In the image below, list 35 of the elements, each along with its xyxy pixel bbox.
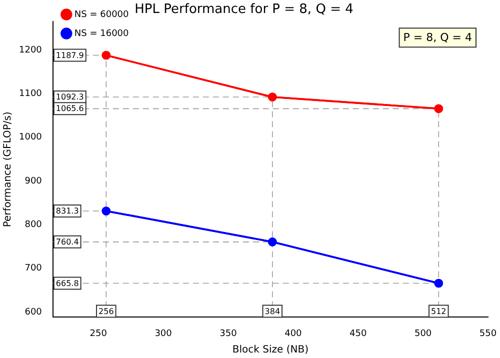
ref-line-label: 665.8 — [56, 278, 79, 288]
x-tick-label: 550 — [479, 328, 497, 339]
y-tick-label: 1200 — [19, 45, 42, 56]
legend-label: NS = 60000 — [74, 10, 130, 20]
x-tick-label: 250 — [90, 328, 108, 339]
ref-line-label: 512 — [431, 306, 446, 316]
ref-line-label: 1187.9 — [56, 50, 84, 60]
x-axis-title: Block Size (NB) — [232, 344, 309, 356]
y-tick-label: 900 — [24, 176, 42, 186]
y-axis-title: Performance (GFLOP/s) — [2, 112, 14, 228]
ref-line-label: 384 — [264, 306, 280, 316]
x-tick-label: 450 — [350, 328, 367, 339]
point — [102, 206, 111, 216]
point — [102, 50, 111, 60]
y-tick-label: 1100 — [19, 88, 42, 99]
chart-title: HPL Performance for P = 8, Q = 4 — [134, 2, 354, 18]
point — [434, 104, 444, 114]
annotation: P = 8, Q = 4 — [403, 30, 472, 44]
ref-line-label: 831.3 — [56, 206, 79, 216]
ref-line-label: 256 — [98, 306, 114, 316]
y-tick-label: 800 — [24, 220, 42, 230]
ref-line-label: 1065.6 — [56, 104, 84, 114]
x-tick-label: 300 — [154, 328, 172, 339]
x-tick-label: 350 — [220, 328, 238, 339]
legend-label: NS = 16000 — [74, 28, 130, 39]
y-tick-label: 700 — [24, 264, 42, 274]
point — [268, 92, 277, 102]
point — [434, 278, 444, 288]
x-tick-label: 500 — [414, 328, 432, 339]
y-tick-label: 1000 — [19, 132, 42, 143]
ref-line-label: 1092.3 — [56, 92, 84, 102]
x-tick-label: 400 — [284, 328, 302, 339]
point — [268, 238, 277, 246]
ref-line-label: 760.4 — [56, 238, 79, 247]
y-tick-label: 600 — [24, 307, 42, 318]
